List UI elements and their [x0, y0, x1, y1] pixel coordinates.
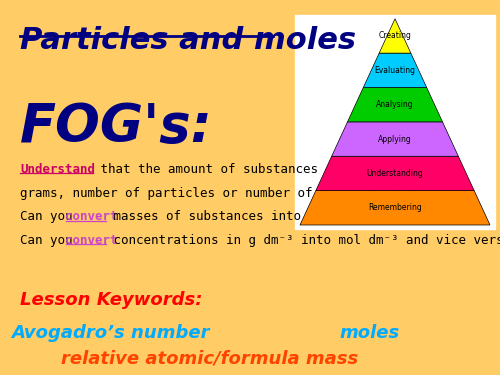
Text: FOG's:: FOG's:	[20, 101, 213, 153]
Polygon shape	[364, 53, 426, 87]
Text: convert: convert	[66, 234, 118, 247]
Text: Lesson Keywords:: Lesson Keywords:	[20, 291, 203, 309]
FancyBboxPatch shape	[295, 15, 495, 229]
Text: Evaluating: Evaluating	[374, 66, 416, 75]
Text: Avogadro’s number: Avogadro’s number	[11, 324, 209, 342]
Text: Remembering: Remembering	[368, 203, 422, 212]
Text: Applying: Applying	[378, 135, 412, 144]
Text: moles: moles	[340, 324, 400, 342]
Text: Analysing: Analysing	[376, 100, 414, 109]
Polygon shape	[332, 122, 458, 156]
Text: Understanding: Understanding	[366, 169, 424, 178]
Polygon shape	[379, 19, 411, 53]
Text: Particles and moles: Particles and moles	[20, 26, 356, 55]
Text: relative atomic/formula mass: relative atomic/formula mass	[62, 350, 358, 368]
Text: concentrations in g dm⁻³ into mol dm⁻³ and vice versa?: concentrations in g dm⁻³ into mol dm⁻³ a…	[106, 234, 500, 247]
Polygon shape	[348, 87, 442, 122]
Polygon shape	[300, 190, 490, 225]
Polygon shape	[316, 156, 474, 190]
Text: masses of substances into moles and vice versa?: masses of substances into moles and vice…	[106, 210, 466, 224]
Text: Can you: Can you	[20, 234, 80, 247]
Text: convert: convert	[66, 210, 118, 224]
Text: Creating: Creating	[378, 32, 412, 40]
Text: Can you: Can you	[20, 210, 80, 224]
Text: Understand: Understand	[20, 163, 95, 176]
Text: grams, number of particles or number of moles of particles.: grams, number of particles or number of …	[20, 187, 462, 200]
Text: that the amount of substances can be measured in: that the amount of substances can be mea…	[93, 163, 461, 176]
